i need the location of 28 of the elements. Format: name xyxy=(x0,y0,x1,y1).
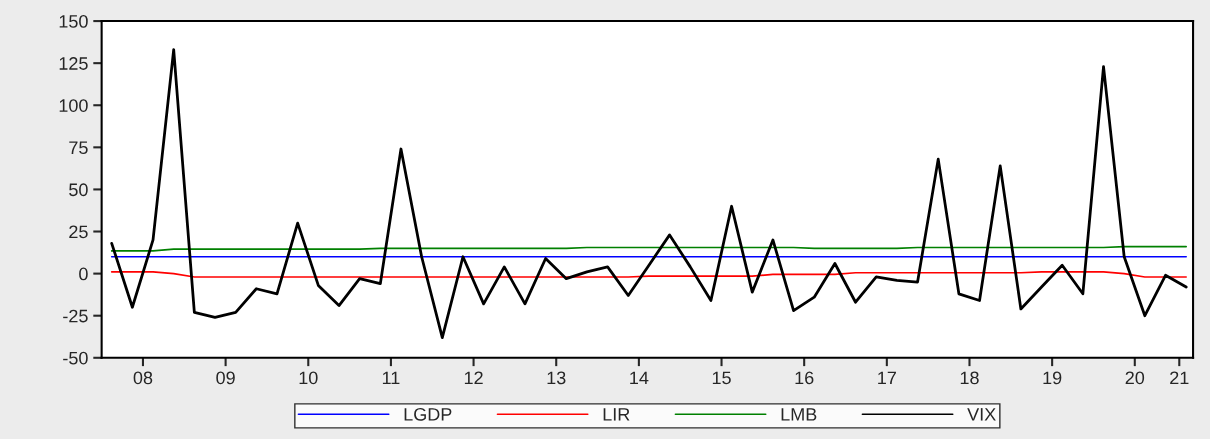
y-tick-label: 25 xyxy=(69,225,88,239)
y-tick-label: 75 xyxy=(69,141,88,155)
x-tick-label: 14 xyxy=(630,371,649,385)
y-tick-label: -25 xyxy=(63,309,88,323)
x-tick-label: 21 xyxy=(1170,371,1189,385)
x-tick-label: 19 xyxy=(1043,371,1062,385)
x-tick-label: 17 xyxy=(878,371,896,385)
x-tick-label: 09 xyxy=(216,371,235,385)
line-series xyxy=(110,48,1188,339)
x-tick-label: 12 xyxy=(464,371,483,385)
y-tick-label: 125 xyxy=(59,57,88,70)
y-tick-label: -50 xyxy=(63,351,88,365)
x-tick-label: 18 xyxy=(960,371,979,385)
x-tick-label: 10 xyxy=(299,371,318,385)
x-tick-label: 15 xyxy=(712,371,731,385)
legend-label: VIX xyxy=(967,408,996,421)
y-tick-label: 100 xyxy=(59,99,88,112)
x-tick-label: 08 xyxy=(133,371,153,385)
legend-label: LIR xyxy=(603,408,630,421)
x-tick-label: 16 xyxy=(795,371,814,385)
legend-label: LMB xyxy=(781,408,817,421)
x-tick-label: 13 xyxy=(547,371,566,385)
y-tick-label: 150 xyxy=(59,15,88,28)
y-tick-label: 0 xyxy=(79,267,88,281)
x-tick-label: 11 xyxy=(382,371,400,385)
x-tick-label: 20 xyxy=(1125,371,1145,385)
y-tick-label: 50 xyxy=(69,183,88,197)
legend-label: LGDP xyxy=(404,407,452,421)
